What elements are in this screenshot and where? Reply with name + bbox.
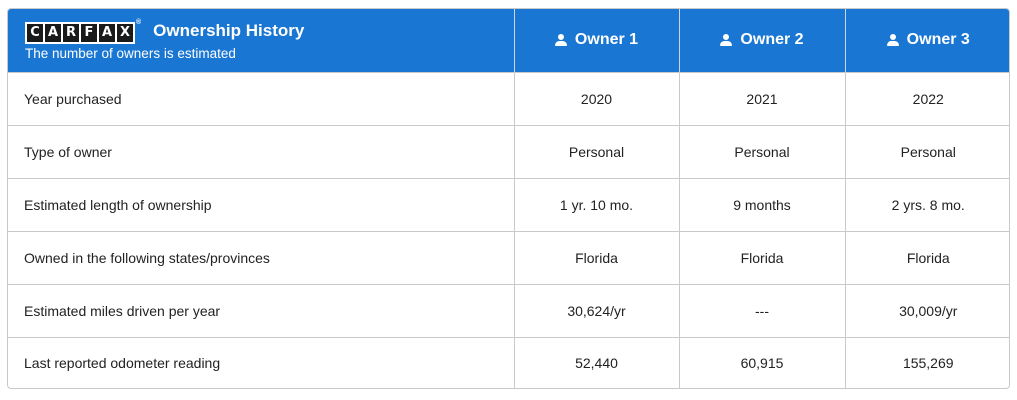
owner-3-value: 30,009/yr: [844, 283, 1009, 337]
owner-3-value: Personal: [844, 124, 1009, 178]
table-header-row: C A R F A X ® Ownership History The numb…: [8, 9, 1009, 72]
person-icon: [720, 34, 733, 47]
section-title: Ownership History: [153, 20, 305, 40]
table-row: Year purchased 2020 2021 2022: [8, 71, 1009, 125]
owner-1-value: 2020: [513, 71, 679, 125]
row-label: Type of owner: [8, 124, 514, 178]
row-label: Estimated miles driven per year: [8, 283, 514, 337]
owner-3-value: Florida: [844, 230, 1009, 284]
owner-2-value: 9 months: [678, 177, 845, 231]
owner-3-value: 2022: [844, 71, 1009, 125]
registered-mark: ®: [136, 18, 142, 26]
ownership-history-card: C A R F A X ® Ownership History The numb…: [7, 8, 1010, 389]
row-label: Owned in the following states/provinces: [8, 230, 514, 284]
person-icon: [886, 34, 899, 47]
owner-1-value: Personal: [513, 124, 679, 178]
owner-2-value: 2021: [678, 71, 845, 125]
owner-3-header: Owner 3: [844, 9, 1009, 72]
table-row: Last reported odometer reading 52,440 60…: [8, 336, 1009, 388]
row-label: Year purchased: [8, 71, 514, 125]
ownership-table: C A R F A X ® Ownership History The numb…: [8, 9, 1009, 388]
owner-3-value: 2 yrs. 8 mo.: [844, 177, 1009, 231]
owner-3-value: 155,269: [844, 336, 1009, 388]
section-subtitle: The number of owners is estimated: [25, 45, 236, 61]
carfax-logo: C A R F A X: [25, 21, 135, 44]
owner-2-value: Personal: [678, 124, 845, 178]
table-row: Estimated length of ownership 1 yr. 10 m…: [8, 177, 1009, 231]
row-label: Last reported odometer reading: [8, 336, 514, 388]
header-title-cell: C A R F A X ® Ownership History The numb…: [8, 9, 514, 72]
owner-1-value: 52,440: [513, 336, 679, 388]
owner-2-value: 60,915: [678, 336, 845, 388]
person-icon: [554, 34, 567, 47]
owner-2-value: Florida: [678, 230, 845, 284]
table-row: Owned in the following states/provinces …: [8, 230, 1009, 284]
owner-1-header: Owner 1: [513, 9, 679, 72]
owner-2-header: Owner 2: [678, 9, 845, 72]
owner-1-value: 1 yr. 10 mo.: [513, 177, 679, 231]
owner-2-value: ---: [678, 283, 845, 337]
row-label: Estimated length of ownership: [8, 177, 514, 231]
owner-1-value: 30,624/yr: [513, 283, 679, 337]
table-row: Estimated miles driven per year 30,624/y…: [8, 283, 1009, 337]
owner-1-value: Florida: [513, 230, 679, 284]
table-row: Type of owner Personal Personal Personal: [8, 124, 1009, 178]
